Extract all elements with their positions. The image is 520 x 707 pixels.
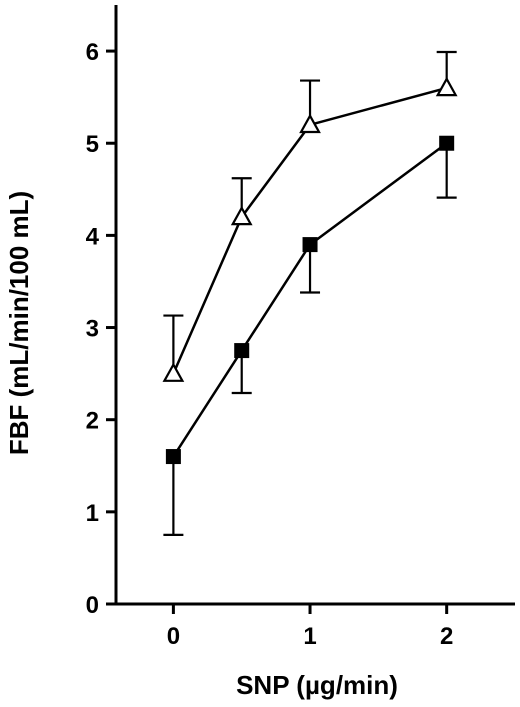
- data-point-square: [302, 237, 318, 253]
- x-tick-label: 0: [167, 623, 180, 650]
- y-tick-label: 3: [86, 316, 99, 343]
- y-tick-label: 1: [86, 500, 99, 527]
- series-line: [172, 86, 448, 375]
- x-axis-title: SNP (µg/min): [236, 670, 398, 700]
- data-point-triangle: [299, 113, 321, 134]
- y-tick-label: 6: [86, 39, 99, 66]
- y-axis-title: FBF (mL/min/100 mL): [4, 191, 34, 455]
- y-tick-label: 4: [86, 223, 100, 250]
- data-point-triangle: [435, 76, 458, 97]
- y-tick-label: 5: [86, 131, 99, 158]
- y-tick-label: 2: [86, 408, 99, 435]
- y-tick-label: 0: [86, 592, 99, 619]
- series-0: [162, 50, 458, 382]
- x-tick-label: 2: [440, 623, 453, 650]
- data-point-square: [234, 343, 250, 359]
- data-point-triangle: [162, 362, 185, 382]
- series-1: [163, 135, 457, 536]
- series-line: [172, 142, 448, 458]
- axes: [114, 5, 515, 606]
- y-axis-ticks: 0 1 2 3 4 5 6: [86, 39, 116, 619]
- data-point-triangle: [230, 205, 253, 226]
- x-axis-ticks: 0 1 2: [167, 604, 453, 650]
- data-point-square: [165, 449, 181, 465]
- series-layer: [162, 50, 458, 536]
- x-tick-label: 1: [303, 623, 316, 650]
- data-point-square: [439, 135, 455, 151]
